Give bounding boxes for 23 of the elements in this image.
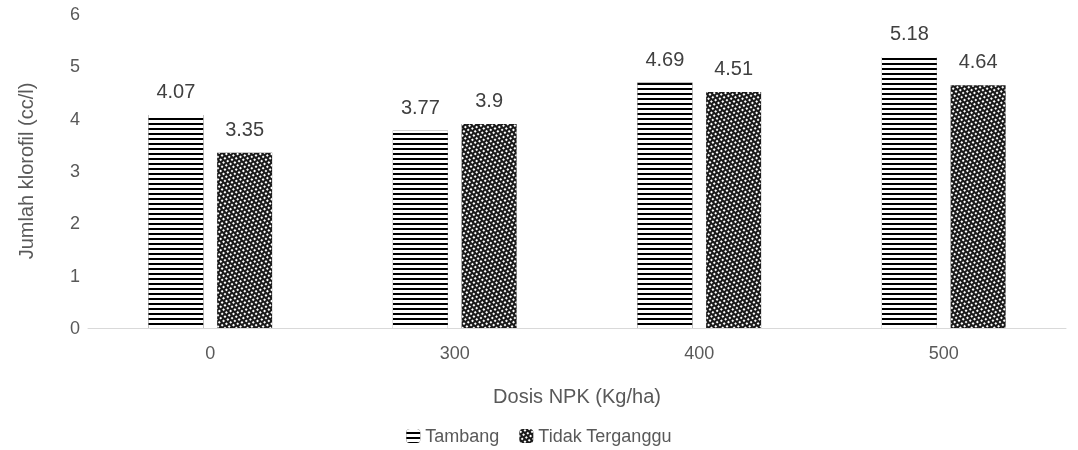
y-tick-label: 2: [69, 213, 80, 234]
y-tick-label: 0: [69, 318, 80, 338]
y-tick-label: 1: [69, 265, 80, 286]
data-label: 4.69: [645, 47, 685, 70]
y-tick-label: 3: [69, 161, 80, 181]
data-label: 4.51: [714, 56, 754, 79]
data-label: 3.35: [225, 117, 265, 140]
y-tick-label: 6: [69, 4, 80, 24]
legend-label: Tambang: [425, 426, 500, 446]
data-label: 3.77: [400, 95, 440, 118]
y-axis-title: Jumlah klorofil (cc/l): [15, 82, 37, 260]
y-tick-label: 4: [69, 108, 80, 129]
data-label: 5.18: [889, 21, 929, 44]
data-label: 4.64: [958, 50, 998, 73]
legend-label: Tidak Terganggu: [538, 426, 672, 446]
data-label: 4.07: [156, 80, 196, 102]
y-tick-label: 5: [69, 56, 80, 77]
x-tick-label: 500: [928, 343, 959, 363]
x-tick-label: 400: [684, 343, 715, 363]
data-label: 3.9: [475, 88, 504, 111]
x-tick-label: 300: [439, 343, 470, 363]
x-axis-title: Dosis NPK (Kg/ha): [493, 385, 661, 407]
x-tick-label: 0: [205, 343, 216, 363]
